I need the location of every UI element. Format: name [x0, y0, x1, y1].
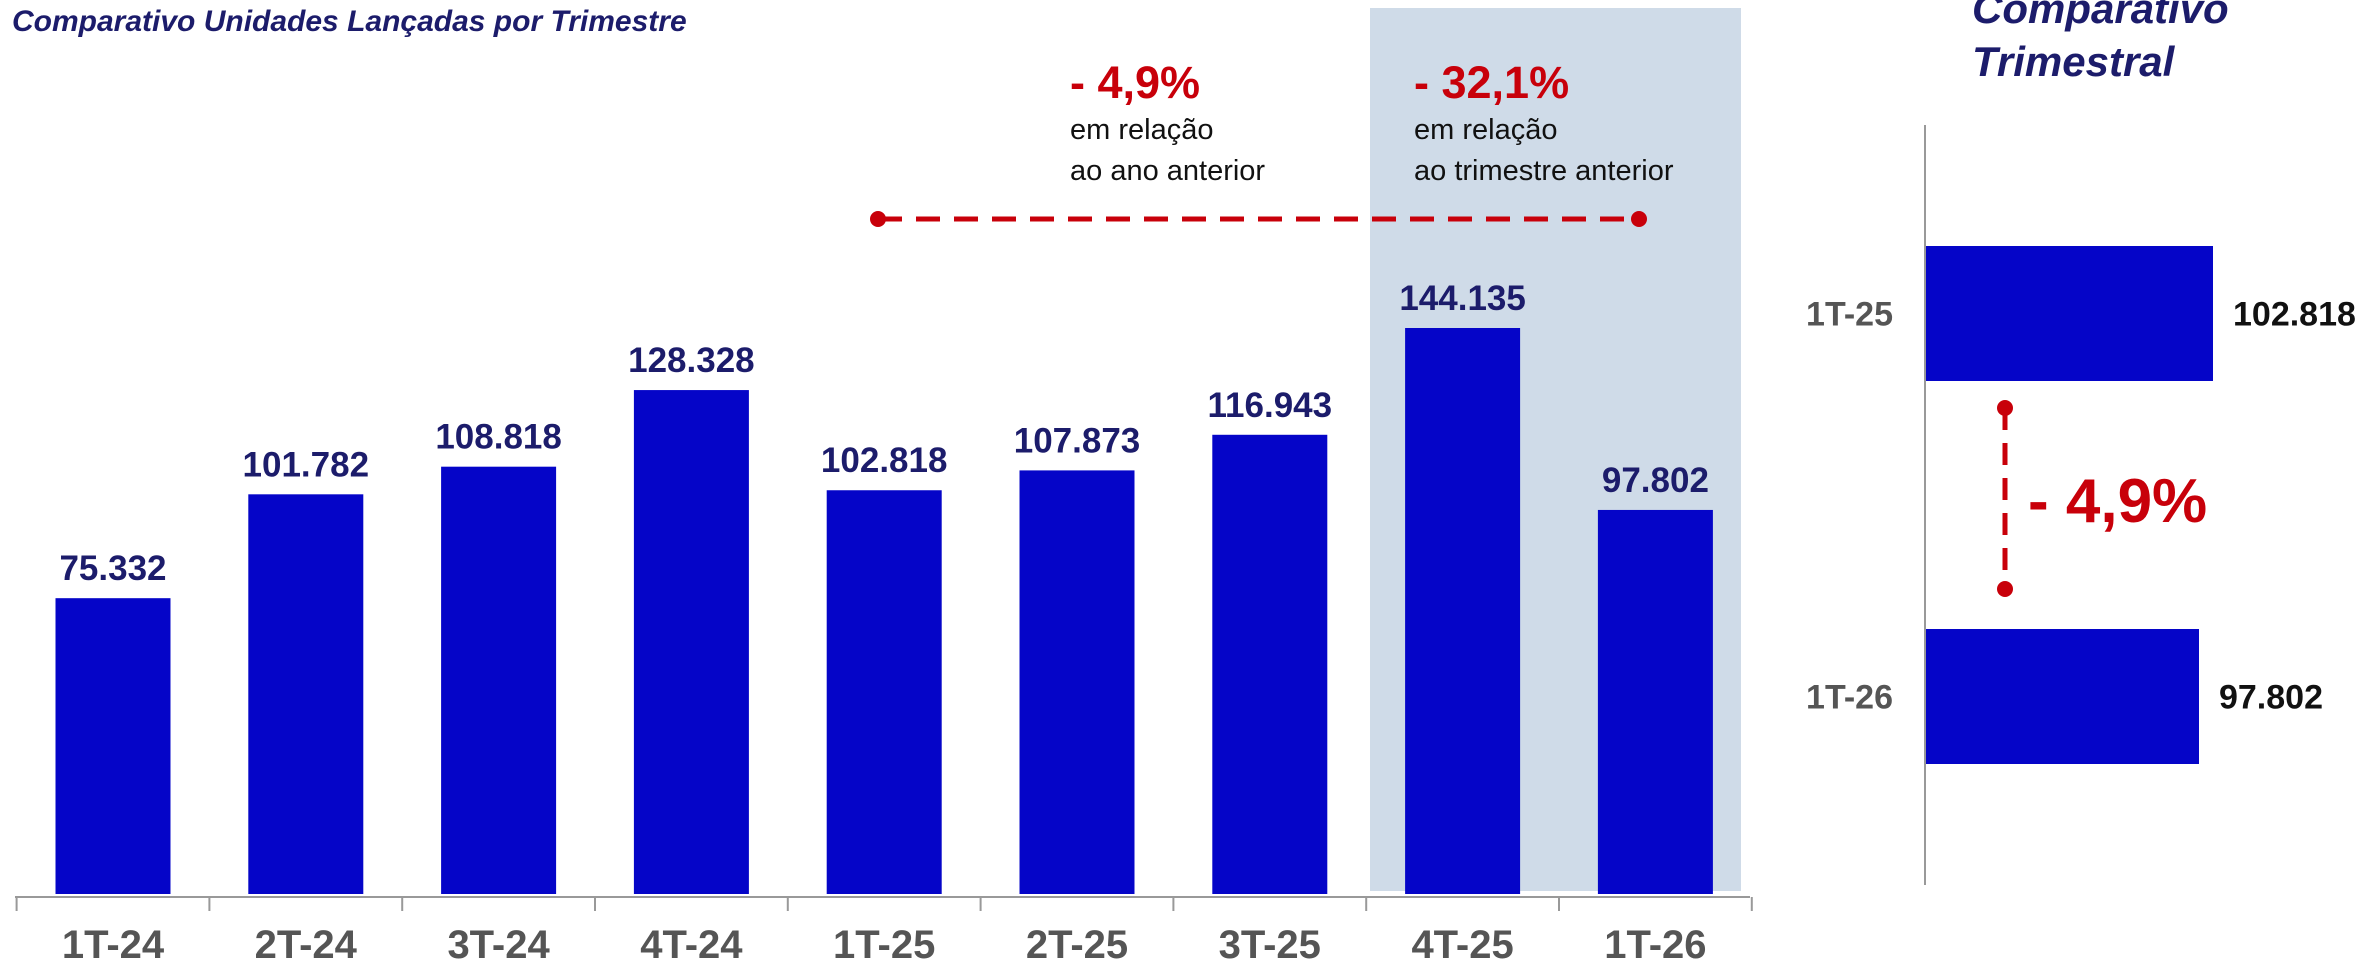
x-tick-label: 1T-24 — [62, 923, 165, 963]
data-label: 102.818 — [2233, 296, 2356, 334]
bar — [248, 494, 364, 894]
data-label: 101.782 — [243, 445, 370, 484]
bar — [633, 390, 749, 894]
bar — [1405, 328, 1521, 894]
bar — [826, 490, 942, 894]
data-label: 97.802 — [2219, 679, 2323, 717]
annotation-text: em relação — [1414, 114, 1557, 146]
bar — [1019, 470, 1135, 894]
data-label: 144.135 — [1399, 279, 1526, 318]
data-label: 75.332 — [59, 549, 166, 588]
data-label: 102.818 — [821, 441, 948, 480]
x-tick-label: 3T-24 — [447, 923, 550, 963]
x-tick-label: 2T-24 — [255, 923, 358, 963]
data-label: 116.943 — [1208, 386, 1333, 425]
data-label: 107.873 — [1014, 421, 1141, 460]
x-tick-label: 3T-25 — [1219, 923, 1321, 963]
chart-title: Comparativo Unidades Lançadas por Trimes… — [12, 5, 687, 38]
data-label: 108.818 — [435, 418, 562, 457]
change-label: - 4,9% — [2028, 467, 2207, 536]
bar — [1926, 246, 2213, 381]
connector-dot — [1631, 211, 1647, 227]
annotation-text: ao ano anterior — [1070, 155, 1265, 187]
annotation-text: ao trimestre anterior — [1414, 155, 1674, 187]
connector-dot — [1997, 400, 2013, 416]
x-tick-label: 1T-25 — [833, 923, 935, 963]
connector-dot — [870, 211, 886, 227]
change-label: - 4,9% — [1070, 57, 1200, 108]
x-tick-label: 4T-24 — [640, 923, 743, 963]
bar — [1597, 509, 1713, 894]
data-label: 97.802 — [1602, 461, 1709, 500]
change-label: - 32,1% — [1414, 57, 1569, 108]
bar — [441, 466, 557, 894]
bar — [1212, 434, 1328, 894]
x-tick-label: 2T-25 — [1026, 923, 1128, 963]
annotation-text: em relação — [1070, 114, 1213, 146]
data-label: 128.328 — [628, 341, 755, 380]
y-tick-label: 1T-26 — [1806, 679, 1893, 717]
y-tick-label: 1T-25 — [1806, 296, 1893, 334]
chart-title: Trimestral — [1972, 38, 2176, 85]
x-tick-label: 4T-25 — [1411, 923, 1513, 963]
connector-dot — [1997, 581, 2013, 597]
bar — [1926, 629, 2199, 764]
chart-title: Comparativo — [1972, 0, 2229, 32]
bar — [55, 598, 171, 894]
x-tick-label: 1T-26 — [1604, 923, 1706, 963]
